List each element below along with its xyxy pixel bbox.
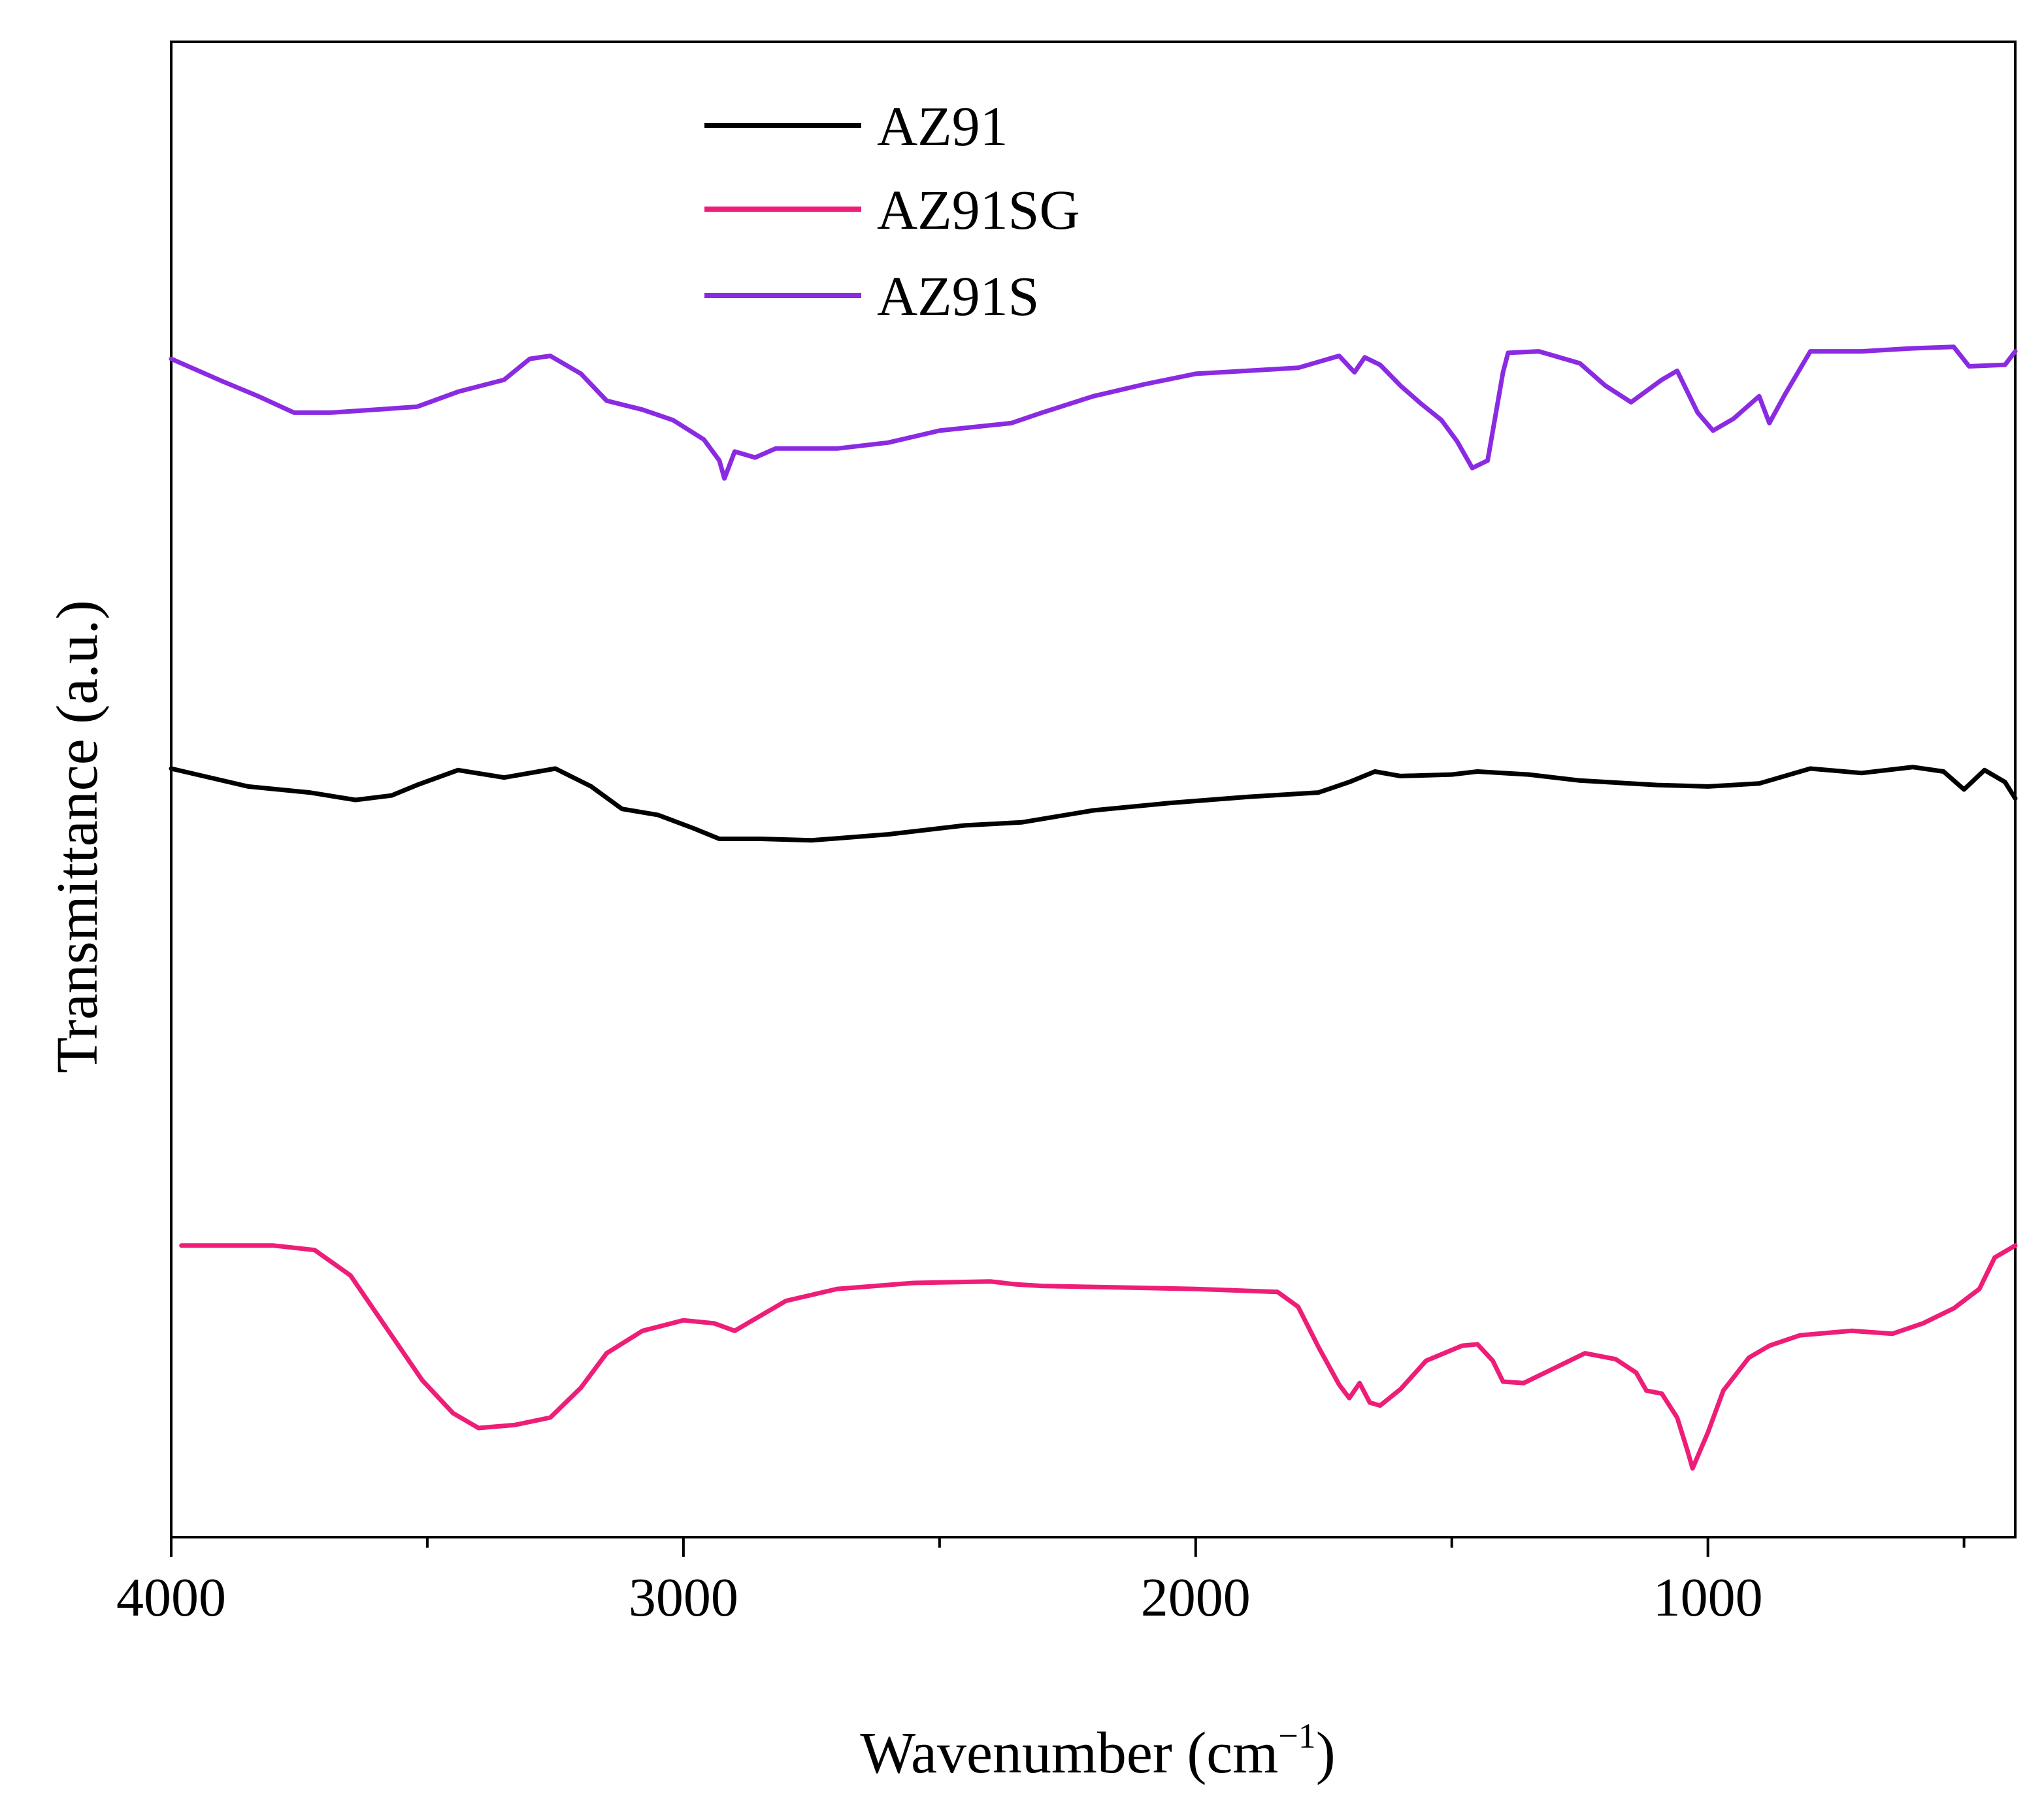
legend-label: AZ91	[877, 95, 1008, 158]
series-line-az91s	[169, 344, 2018, 481]
x-axis-label: Wavenumber (cm−1)	[860, 1716, 1335, 1786]
x-axis-label-main: Wavenumber (cm	[860, 1721, 1278, 1786]
legend-label: AZ91S	[877, 265, 1039, 327]
legend-label: AZ91SG	[877, 178, 1080, 241]
x-axis-label-superscript: −1	[1278, 1716, 1315, 1755]
x-tick-label: 2000	[1141, 1567, 1251, 1628]
x-tick-label: 1000	[1653, 1567, 1763, 1628]
series-layer	[169, 344, 2018, 1471]
y-axis-label: Transmittance (a.u.)	[45, 600, 110, 1073]
plot-frame	[170, 41, 2017, 1538]
series-line-az91sg	[179, 1243, 2018, 1471]
x-tick-label: 4000	[116, 1567, 226, 1628]
x-axis-label-close: )	[1316, 1721, 1336, 1786]
x-axis-ticks: 4000 3000 2000 1000	[116, 1537, 1966, 1628]
x-tick-label: 3000	[629, 1567, 738, 1628]
legend: AZ91 AZ91SG AZ91S	[704, 95, 1080, 327]
series-line-az91	[169, 765, 2018, 843]
